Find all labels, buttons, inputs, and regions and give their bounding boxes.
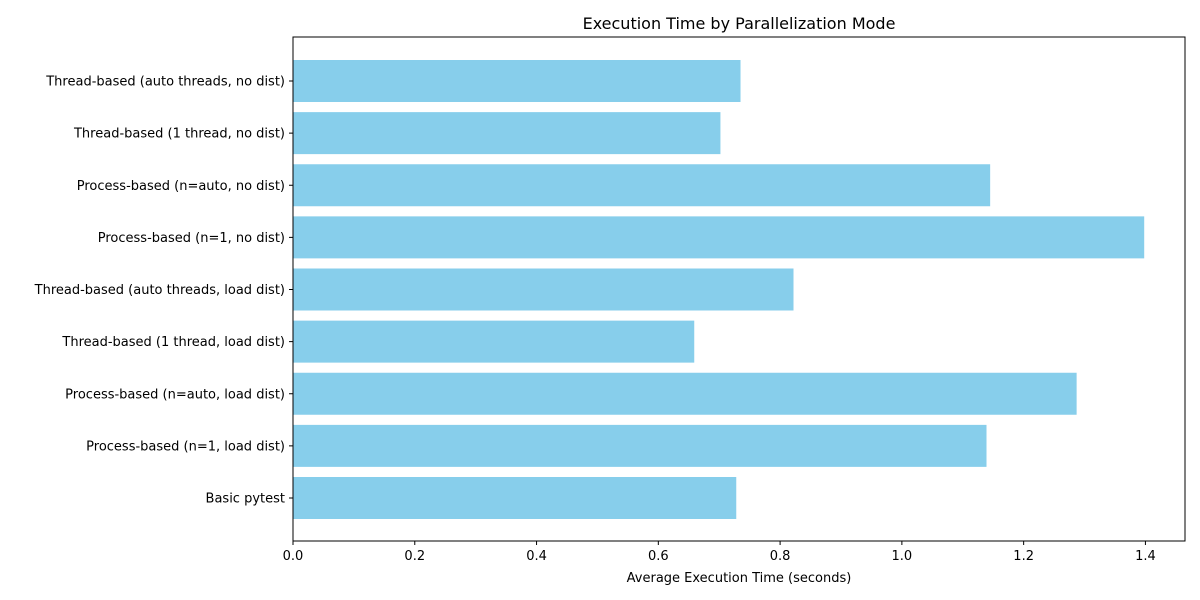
category-label: Process-based (n=1, no dist) — [98, 231, 285, 246]
bar — [293, 372, 1077, 415]
x-tick-label: 0.0 — [283, 549, 304, 564]
plot-frame — [292, 36, 1186, 542]
bar — [293, 60, 741, 102]
bars-group — [293, 60, 1145, 519]
bar — [293, 477, 737, 519]
category-label: Thread-based (auto threads, load dist) — [34, 283, 285, 298]
x-axis-label: Average Execution Time (seconds) — [627, 571, 852, 586]
x-tick-label: 1.4 — [1135, 549, 1156, 564]
x-tick-label: 1.0 — [892, 549, 913, 564]
category-label: Basic pytest — [206, 492, 285, 507]
bar — [293, 164, 991, 207]
bar — [293, 320, 695, 363]
x-tick-label: 0.8 — [770, 549, 791, 564]
category-label: Thread-based (1 thread, load dist) — [61, 335, 285, 350]
x-tick-label: 0.4 — [526, 549, 547, 564]
bar — [293, 112, 721, 155]
bar — [293, 216, 1145, 259]
bar — [293, 424, 987, 467]
x-ticks: 0.0 0.2 0.4 0.6 0.8 1.0 1.2 1.4 — [283, 541, 1156, 564]
x-tick-label: 0.2 — [404, 549, 425, 564]
category-label: Thread-based (1 thread, no dist) — [73, 127, 285, 142]
category-label: Process-based (n=auto, load dist) — [65, 387, 285, 402]
category-label: Thread-based (auto threads, no dist) — [45, 75, 285, 90]
category-label: Process-based (n=auto, no dist) — [77, 179, 285, 194]
bar — [293, 268, 794, 311]
x-tick-label: 0.6 — [648, 549, 669, 564]
chart-title: Execution Time by Parallelization Mode — [583, 14, 896, 33]
category-label: Process-based (n=1, load dist) — [86, 439, 285, 454]
x-tick-label: 1.2 — [1013, 549, 1034, 564]
category-labels: Thread-based (auto threads, no dist) Thre… — [34, 75, 293, 507]
